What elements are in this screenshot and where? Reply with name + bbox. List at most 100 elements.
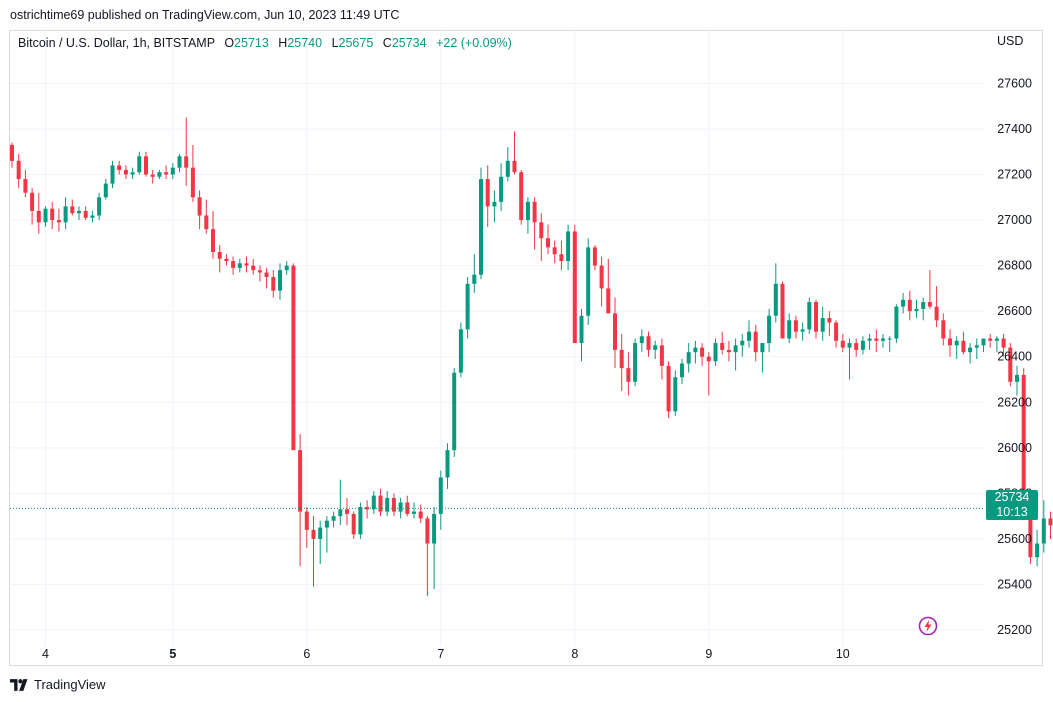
candle bbox=[619, 333, 624, 391]
candle-body bbox=[257, 270, 262, 273]
candle bbox=[43, 206, 48, 227]
candle bbox=[592, 245, 597, 271]
candle bbox=[539, 213, 544, 262]
candle bbox=[385, 491, 390, 517]
candle-body bbox=[579, 315, 584, 344]
candle bbox=[633, 338, 638, 387]
candle-body bbox=[512, 160, 517, 173]
candle bbox=[30, 188, 35, 225]
candle bbox=[525, 197, 530, 234]
candle bbox=[505, 147, 510, 182]
candle-body bbox=[16, 160, 21, 180]
candle-body bbox=[894, 306, 899, 339]
x-tick-label: 9 bbox=[705, 647, 712, 661]
candle bbox=[117, 160, 122, 175]
candle bbox=[77, 206, 81, 221]
candle bbox=[70, 199, 75, 216]
candle-body bbox=[237, 263, 242, 268]
candle-body bbox=[177, 156, 182, 168]
candle bbox=[606, 258, 611, 314]
candle bbox=[418, 504, 423, 523]
candle bbox=[626, 352, 631, 396]
lightning-icon[interactable] bbox=[918, 616, 938, 636]
candle-body bbox=[934, 306, 939, 321]
candle bbox=[820, 306, 825, 341]
candle-body bbox=[680, 363, 684, 378]
candle bbox=[653, 340, 658, 359]
symbol-label: Bitcoin / U.S. Dollar, 1h, BITSTAMP bbox=[18, 36, 215, 50]
candle-body bbox=[559, 254, 564, 262]
candle bbox=[552, 240, 557, 264]
candle bbox=[391, 493, 396, 517]
candles-layer bbox=[10, 117, 1053, 596]
candle-body bbox=[1048, 518, 1053, 526]
candle bbox=[452, 368, 457, 457]
candle bbox=[150, 169, 155, 184]
x-axis-ticks: 4 5 6 7 8 9 10 bbox=[42, 647, 850, 661]
candle-body bbox=[780, 283, 785, 339]
candle bbox=[1048, 511, 1053, 539]
candle-body bbox=[345, 509, 349, 514]
candle-body bbox=[773, 283, 778, 316]
candle-body bbox=[921, 302, 926, 309]
candle-body bbox=[626, 368, 631, 382]
candle-body bbox=[371, 495, 376, 510]
candle-body bbox=[860, 340, 865, 350]
candle bbox=[733, 338, 738, 371]
candle-body bbox=[740, 340, 745, 346]
candle-body bbox=[961, 340, 966, 353]
candle bbox=[881, 333, 885, 348]
candle bbox=[914, 299, 919, 318]
candle bbox=[787, 313, 792, 344]
candle bbox=[271, 270, 276, 298]
candle-body bbox=[800, 329, 805, 332]
candle-body bbox=[994, 338, 999, 341]
candle-body bbox=[954, 340, 959, 346]
candle bbox=[907, 290, 912, 321]
candle-body bbox=[385, 497, 390, 512]
candle-body bbox=[338, 509, 343, 517]
candle bbox=[834, 320, 839, 348]
y-tick-label: 25200 bbox=[997, 623, 1032, 637]
candle-body bbox=[1008, 347, 1013, 382]
publisher-line: ostrichtime69 published on TradingView.c… bbox=[10, 8, 400, 22]
y-tick-label: 26600 bbox=[997, 304, 1032, 318]
candle-body bbox=[465, 283, 470, 330]
candle bbox=[659, 338, 664, 380]
candle bbox=[559, 240, 564, 271]
candle-body bbox=[331, 516, 336, 521]
candle bbox=[921, 297, 926, 321]
candle bbox=[720, 331, 725, 355]
candle-body bbox=[686, 352, 691, 364]
x-tick-label: 8 bbox=[571, 647, 578, 661]
candle-body bbox=[988, 338, 993, 341]
candle bbox=[773, 263, 778, 323]
candle bbox=[579, 308, 584, 362]
candle bbox=[351, 511, 356, 539]
candle bbox=[599, 256, 604, 307]
y-tick-label: 27600 bbox=[997, 76, 1032, 90]
candle-body bbox=[713, 343, 718, 362]
candle bbox=[10, 142, 14, 168]
candle-body bbox=[747, 331, 751, 341]
candle-body bbox=[83, 210, 88, 218]
candle-body bbox=[592, 247, 597, 266]
candle-body bbox=[854, 343, 859, 350]
candle-body bbox=[653, 345, 658, 350]
candle bbox=[371, 491, 376, 514]
candle bbox=[338, 479, 343, 526]
candle bbox=[123, 165, 128, 180]
candle bbox=[291, 263, 296, 451]
candle-body bbox=[901, 299, 906, 307]
candle-body bbox=[190, 167, 195, 198]
candle-body bbox=[847, 343, 852, 348]
candle-body bbox=[405, 502, 410, 514]
candle-body bbox=[867, 338, 872, 341]
candle-body bbox=[968, 347, 973, 353]
footer-brand[interactable]: TradingView bbox=[10, 677, 106, 692]
candle bbox=[860, 336, 865, 355]
candle bbox=[137, 151, 142, 175]
candle-body bbox=[706, 356, 711, 362]
currency-label[interactable]: USD bbox=[997, 34, 1024, 48]
